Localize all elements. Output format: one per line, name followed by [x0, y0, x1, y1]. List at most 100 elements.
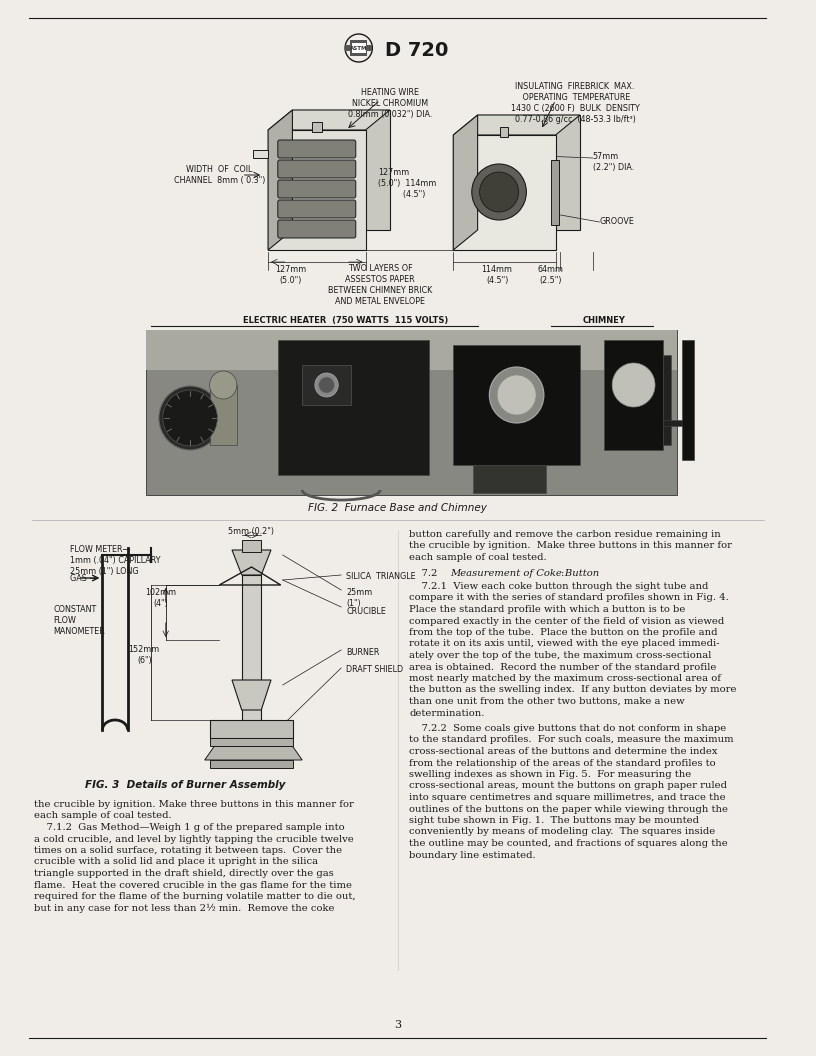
- Text: D 720: D 720: [385, 40, 449, 59]
- Text: 127mm
(5.0")  114mm
          (4.5"): 127mm (5.0") 114mm (4.5"): [378, 168, 437, 200]
- Text: 7.1.2  Gas Method—Weigh 1 g of the prepared sample into: 7.1.2 Gas Method—Weigh 1 g of the prepar…: [34, 823, 344, 832]
- Text: DRAFT SHIELD: DRAFT SHIELD: [346, 665, 403, 674]
- Polygon shape: [205, 746, 302, 760]
- Bar: [345, 45, 372, 51]
- Circle shape: [315, 373, 339, 397]
- Text: boundary line estimated.: boundary line estimated.: [410, 850, 536, 860]
- Text: compared exactly in the center of the field of vision as viewed: compared exactly in the center of the fi…: [410, 617, 725, 625]
- Text: button carefully and remove the carbon residue remaining in: button carefully and remove the carbon r…: [410, 530, 721, 539]
- Bar: [302, 365, 351, 406]
- Text: CRUCIBLE: CRUCIBLE: [346, 607, 386, 616]
- Circle shape: [472, 164, 526, 220]
- Text: 5mm (0.2"): 5mm (0.2"): [228, 527, 274, 536]
- Text: FIG. 3  Details of Burner Assembly: FIG. 3 Details of Burner Assembly: [85, 780, 286, 790]
- Bar: [500, 127, 508, 137]
- Bar: [242, 576, 261, 730]
- Text: cross-sectional areas of the buttons and determine the index: cross-sectional areas of the buttons and…: [410, 747, 718, 756]
- Text: from the relationship of the areas of the standard profiles to: from the relationship of the areas of th…: [410, 758, 716, 768]
- Polygon shape: [268, 110, 390, 130]
- Text: the crucible by ignition. Make three buttons in this manner for: the crucible by ignition. Make three but…: [34, 800, 354, 809]
- Polygon shape: [453, 135, 556, 250]
- Text: Measurement of Coke Button: Measurement of Coke Button: [450, 568, 600, 578]
- Text: FLOW METER—
1mm (.04") CAPILLARY
25mm (1") LONG: FLOW METER— 1mm (.04") CAPILLARY 25mm (1…: [70, 545, 161, 577]
- FancyBboxPatch shape: [277, 220, 356, 238]
- Bar: [472, 465, 546, 493]
- Text: triangle supported in the draft shield, directly over the gas: triangle supported in the draft shield, …: [34, 869, 334, 878]
- Bar: [254, 150, 268, 158]
- Bar: [210, 720, 294, 738]
- Text: each sample of coal tested.: each sample of coal tested.: [410, 553, 547, 562]
- Text: 152mm
(6"): 152mm (6"): [129, 645, 160, 665]
- Text: :: :: [561, 568, 564, 578]
- Text: ELECTRIC HEATER  (750 WATTS  115 VOLTS): ELECTRIC HEATER (750 WATTS 115 VOLTS): [243, 316, 449, 325]
- Text: the outline may be counted, and fractions of squares along the: the outline may be counted, and fraction…: [410, 840, 728, 848]
- Bar: [663, 420, 692, 426]
- Circle shape: [159, 386, 221, 450]
- Text: ASTM: ASTM: [350, 46, 367, 52]
- Text: flame.  Heat the covered crucible in the gas flame for the time: flame. Heat the covered crucible in the …: [34, 881, 353, 889]
- Polygon shape: [268, 130, 366, 250]
- Circle shape: [612, 363, 655, 407]
- Text: each sample of coal tested.: each sample of coal tested.: [34, 811, 171, 821]
- Bar: [551, 161, 558, 225]
- Circle shape: [162, 390, 217, 446]
- Bar: [605, 340, 663, 450]
- Polygon shape: [453, 115, 580, 135]
- Text: 25mm
(1"): 25mm (1"): [346, 588, 372, 608]
- Text: to the standard profiles.  For such coals, measure the maximum: to the standard profiles. For such coals…: [410, 735, 734, 744]
- Polygon shape: [232, 680, 271, 710]
- Text: 3: 3: [394, 1020, 401, 1030]
- Text: but in any case for not less than 2½ min.  Remove the coke: but in any case for not less than 2½ min…: [34, 904, 335, 912]
- Text: rotate it on its axis until, viewed with the eye placed immedi-: rotate it on its axis until, viewed with…: [410, 640, 720, 648]
- Text: WIDTH  OF  COIL
CHANNEL  8mm ( 0.3"): WIDTH OF COIL CHANNEL 8mm ( 0.3"): [174, 165, 265, 185]
- Bar: [210, 738, 294, 746]
- Bar: [453, 345, 580, 465]
- Text: 57mm
(2.2") DIA.: 57mm (2.2") DIA.: [592, 152, 634, 172]
- Text: 64mm
(2.5"): 64mm (2.5"): [538, 265, 564, 285]
- Text: crucible with a solid lid and place it upright in the silica: crucible with a solid lid and place it u…: [34, 857, 318, 867]
- Text: the crucible by ignition.  Make three buttons in this manner for: the crucible by ignition. Make three but…: [410, 542, 733, 550]
- Text: 7.2.2  Some coals give buttons that do not conform in shape: 7.2.2 Some coals give buttons that do no…: [410, 724, 726, 733]
- Text: required for the flame of the burning volatile matter to die out,: required for the flame of the burning vo…: [34, 892, 356, 901]
- Text: 114mm
(4.5"): 114mm (4.5"): [481, 265, 512, 285]
- Text: compare it with the series of standard profiles shown in Fig. 4.: compare it with the series of standard p…: [410, 593, 730, 603]
- Polygon shape: [477, 115, 580, 230]
- Polygon shape: [453, 115, 477, 250]
- Text: times on a solid surface, rotating it between taps.  Cover the: times on a solid surface, rotating it be…: [34, 846, 342, 855]
- Text: most nearly matched by the maximum cross-sectional area of: most nearly matched by the maximum cross…: [410, 674, 721, 683]
- Bar: [312, 122, 322, 132]
- Text: area is obtained.  Record the number of the standard profile: area is obtained. Record the number of t…: [410, 662, 716, 672]
- FancyBboxPatch shape: [277, 200, 356, 218]
- Bar: [242, 540, 261, 552]
- Bar: [663, 355, 671, 445]
- Circle shape: [497, 375, 536, 415]
- Text: FIG. 2  Furnace Base and Chimney: FIG. 2 Furnace Base and Chimney: [308, 503, 487, 513]
- Bar: [352, 43, 366, 53]
- Text: GROOVE: GROOVE: [600, 216, 634, 226]
- Text: sight tube shown in Fig. 1.  The buttons may be mounted: sight tube shown in Fig. 1. The buttons …: [410, 816, 699, 825]
- Text: ately over the top of the tube, the maximum cross-sectional: ately over the top of the tube, the maxi…: [410, 650, 712, 660]
- Text: 102mm
(4"): 102mm (4"): [145, 588, 176, 608]
- FancyBboxPatch shape: [277, 140, 356, 158]
- Bar: [277, 340, 429, 475]
- Bar: [210, 760, 294, 768]
- Circle shape: [480, 172, 519, 212]
- Text: cross-sectional areas, mount the buttons on graph paper ruled: cross-sectional areas, mount the buttons…: [410, 781, 727, 791]
- FancyBboxPatch shape: [277, 161, 356, 178]
- FancyBboxPatch shape: [277, 180, 356, 199]
- Bar: [146, 329, 677, 495]
- Text: INSULATING  FIREBRICK  MAX.
 OPERATING  TEMPERATURE
1430 C (2600 F)  BULK  DENSI: INSULATING FIREBRICK MAX. OPERATING TEMP…: [511, 82, 640, 125]
- Polygon shape: [292, 110, 390, 230]
- Polygon shape: [232, 550, 271, 576]
- Bar: [350, 40, 367, 56]
- Text: 127mm
(5.0"): 127mm (5.0"): [275, 265, 306, 285]
- Text: HEATING WIRE
NICKEL CHROMIUM
0.8lmm (0.032") DIA.: HEATING WIRE NICKEL CHROMIUM 0.8lmm (0.0…: [348, 88, 432, 119]
- Text: the button as the swelling index.  If any button deviates by more: the button as the swelling index. If any…: [410, 685, 737, 695]
- Bar: [682, 340, 694, 460]
- Circle shape: [490, 367, 544, 423]
- Circle shape: [210, 371, 237, 399]
- Bar: [146, 329, 677, 370]
- Circle shape: [319, 377, 335, 393]
- Text: swelling indexes as shown in Fig. 5.  For measuring the: swelling indexes as shown in Fig. 5. For…: [410, 770, 692, 779]
- Text: CHIMNEY: CHIMNEY: [583, 316, 626, 325]
